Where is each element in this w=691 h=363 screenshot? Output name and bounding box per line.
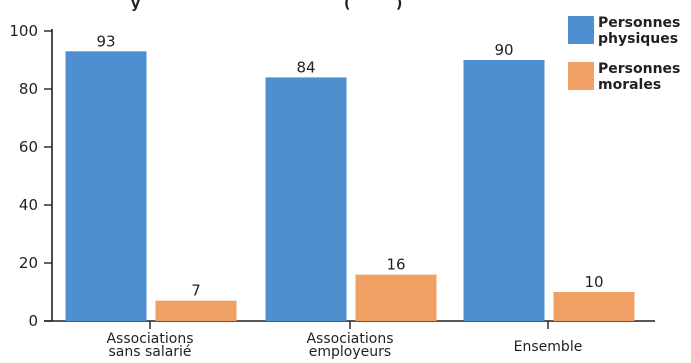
bar <box>265 77 347 322</box>
legend-label: Personnes <box>598 15 680 31</box>
bar-value-label: 93 <box>96 32 115 50</box>
x-category-label: sans salarié <box>108 344 191 360</box>
title-fragment: ( <box>344 0 350 12</box>
x-category-label: employeurs <box>309 344 391 360</box>
bar-value-label: 7 <box>191 282 201 300</box>
bar-value-label: 84 <box>296 58 315 76</box>
y-tick-label: 80 <box>19 80 38 98</box>
bar <box>463 60 545 321</box>
bars <box>65 51 635 322</box>
y-tick-label: 60 <box>19 138 38 156</box>
bar <box>65 51 147 322</box>
legend-swatch <box>568 62 594 90</box>
title-fragment: ) <box>396 0 402 12</box>
x-category-label: Ensemble <box>514 339 583 355</box>
y-tick-label: 0 <box>28 312 38 330</box>
x-category-label: Associations <box>106 331 193 347</box>
bar <box>553 292 635 321</box>
legend-label: morales <box>598 77 661 93</box>
bar-value-label: 90 <box>494 41 513 59</box>
x-category-label: Associations <box>306 331 393 347</box>
title-fragment: y <box>131 0 140 12</box>
y-tick-label: 40 <box>19 196 38 214</box>
y-tick-label: 20 <box>19 254 38 272</box>
data-labels: 93 84 90 7 16 10 <box>96 32 603 299</box>
legend-label: physiques <box>598 31 678 47</box>
y-tick-label: 100 <box>9 22 38 40</box>
bar <box>355 274 437 321</box>
legend-label: Personnes <box>598 61 680 77</box>
bar-value-label: 10 <box>584 273 603 291</box>
legend-swatch <box>568 16 594 44</box>
bar <box>155 300 237 321</box>
bar-value-label: 16 <box>386 256 405 274</box>
